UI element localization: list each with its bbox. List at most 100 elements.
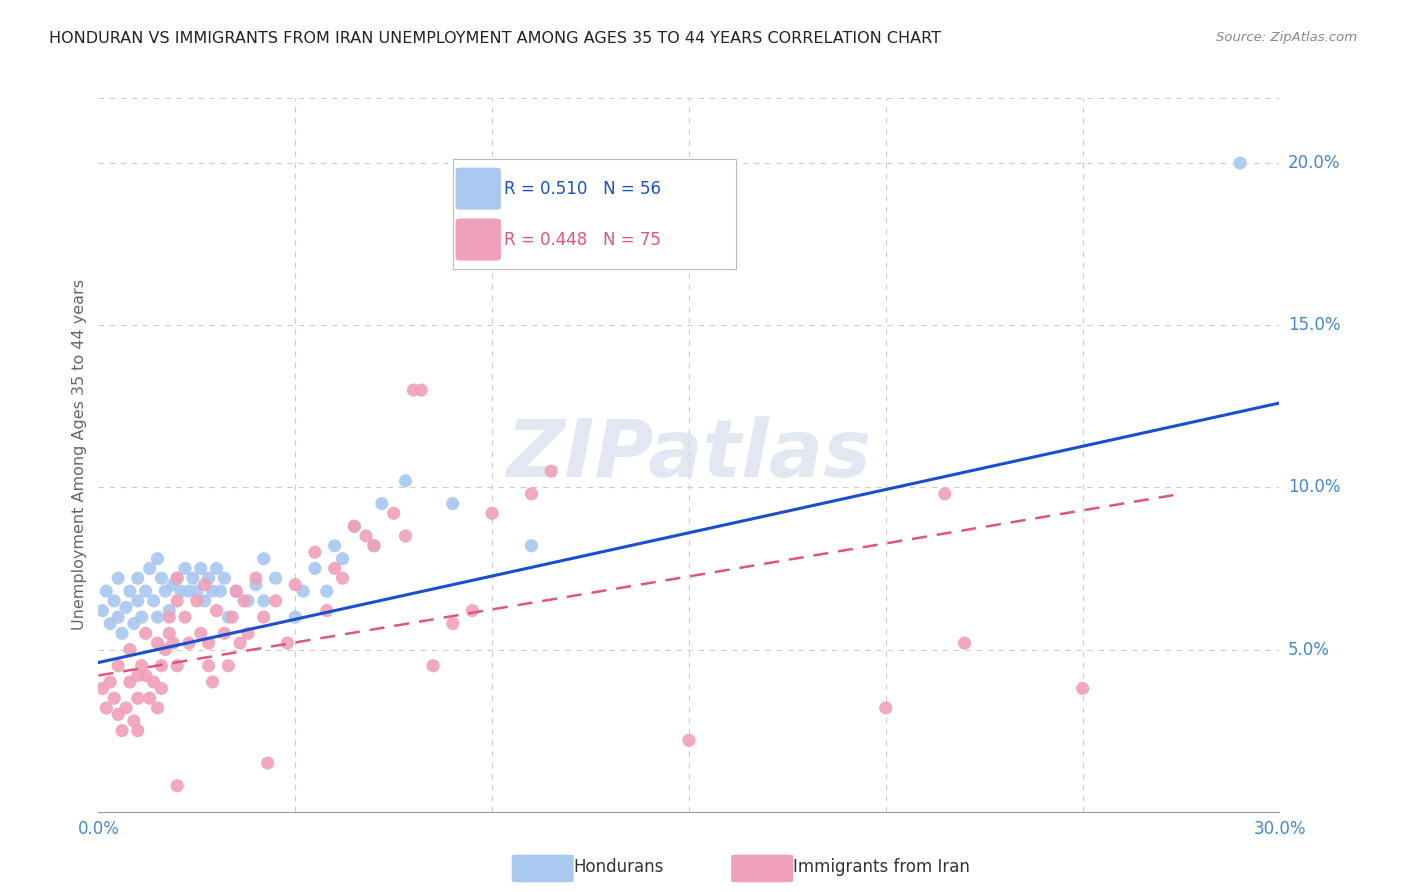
Point	[304, 561, 326, 575]
Point	[205, 604, 228, 618]
Point	[177, 584, 200, 599]
Text: ZIPatlas: ZIPatlas	[506, 416, 872, 494]
Point	[127, 668, 149, 682]
Point	[166, 658, 188, 673]
Point	[186, 594, 208, 608]
Point	[304, 545, 326, 559]
Point	[221, 610, 243, 624]
Point	[441, 616, 464, 631]
Point	[103, 594, 125, 608]
Point	[697, 227, 720, 242]
Point	[245, 577, 267, 591]
Point	[332, 571, 354, 585]
Point	[157, 626, 180, 640]
Text: 5.0%: 5.0%	[1288, 640, 1330, 658]
Point	[402, 383, 425, 397]
Text: 20.0%: 20.0%	[1288, 154, 1340, 172]
FancyBboxPatch shape	[512, 855, 574, 882]
Text: Hondurans: Hondurans	[574, 858, 664, 877]
Point	[292, 584, 315, 599]
Point	[107, 610, 129, 624]
Point	[253, 594, 276, 608]
Point	[131, 610, 153, 624]
Point	[107, 658, 129, 673]
Point	[135, 626, 157, 640]
Point	[394, 529, 416, 543]
Point	[354, 529, 377, 543]
Point	[127, 594, 149, 608]
Point	[181, 571, 204, 585]
Point	[343, 519, 366, 533]
Point	[98, 616, 121, 631]
Point	[194, 577, 217, 591]
Point	[96, 701, 118, 715]
Point	[256, 756, 278, 770]
Point	[264, 594, 287, 608]
Point	[166, 779, 188, 793]
Point	[540, 464, 562, 478]
Point	[150, 681, 173, 696]
Point	[135, 668, 157, 682]
Point	[146, 636, 169, 650]
Point	[91, 681, 114, 696]
Point	[236, 626, 259, 640]
Point	[1229, 156, 1251, 170]
Point	[217, 658, 239, 673]
Point	[214, 571, 236, 585]
Point	[115, 701, 138, 715]
Point	[186, 584, 208, 599]
Point	[135, 584, 157, 599]
Point	[363, 539, 385, 553]
Point	[481, 506, 503, 520]
Point	[194, 594, 217, 608]
Point	[382, 506, 405, 520]
Y-axis label: Unemployment Among Ages 35 to 44 years: Unemployment Among Ages 35 to 44 years	[72, 279, 87, 631]
Point	[118, 642, 141, 657]
Point	[205, 561, 228, 575]
Point	[166, 571, 188, 585]
Point	[229, 636, 252, 650]
Point	[678, 733, 700, 747]
Point	[166, 571, 188, 585]
Point	[363, 539, 385, 553]
Point	[166, 594, 188, 608]
Point	[138, 561, 160, 575]
Point	[174, 561, 197, 575]
Point	[118, 584, 141, 599]
Point	[111, 723, 134, 738]
Point	[520, 539, 543, 553]
Point	[131, 658, 153, 673]
Point	[146, 701, 169, 715]
Point	[371, 497, 394, 511]
Point	[162, 636, 184, 650]
Point	[875, 701, 897, 715]
Point	[190, 561, 212, 575]
Point	[177, 636, 200, 650]
Point	[411, 383, 433, 397]
Point	[162, 577, 184, 591]
Point	[201, 584, 224, 599]
Point	[245, 571, 267, 585]
Point	[138, 691, 160, 706]
Point	[142, 594, 165, 608]
Point	[142, 675, 165, 690]
Point	[332, 551, 354, 566]
Point	[520, 487, 543, 501]
Point	[284, 610, 307, 624]
Point	[253, 610, 276, 624]
Point	[98, 675, 121, 690]
Point	[115, 600, 138, 615]
Point	[127, 723, 149, 738]
Point	[157, 604, 180, 618]
Point	[253, 551, 276, 566]
Point	[953, 636, 976, 650]
Point	[323, 561, 346, 575]
Text: HONDURAN VS IMMIGRANTS FROM IRAN UNEMPLOYMENT AMONG AGES 35 TO 44 YEARS CORRELAT: HONDURAN VS IMMIGRANTS FROM IRAN UNEMPLO…	[49, 31, 941, 46]
Point	[190, 626, 212, 640]
Point	[1071, 681, 1094, 696]
Point	[284, 577, 307, 591]
Point	[96, 584, 118, 599]
Point	[323, 539, 346, 553]
Point	[197, 571, 219, 585]
FancyBboxPatch shape	[456, 219, 501, 260]
